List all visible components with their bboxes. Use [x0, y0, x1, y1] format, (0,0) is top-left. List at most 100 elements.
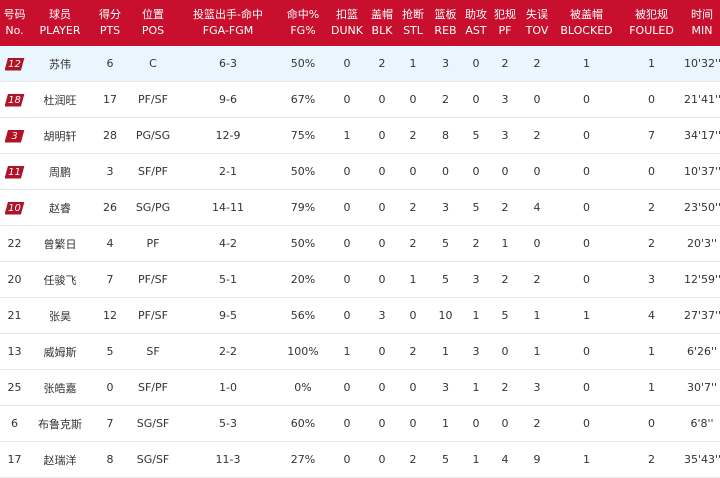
stat-cell-fg-pct: 50% — [279, 225, 327, 262]
stat-cell-blk: 0 — [367, 81, 397, 118]
stat-cell-fg-pct: 79% — [279, 189, 327, 226]
stat-cell-pts: 0 — [91, 369, 129, 406]
stat-cell-stl: 0 — [397, 369, 429, 406]
player-name-cell[interactable]: 威姆斯 — [29, 333, 91, 370]
stat-cell-dunk: 0 — [327, 297, 367, 334]
column-header-player[interactable]: 球员 PLAYER — [29, 0, 91, 46]
stat-cell-pts: 7 — [91, 405, 129, 442]
stat-cell-dunk: 0 — [327, 189, 367, 226]
stat-cell-ast: 0 — [462, 81, 490, 118]
player-name-cell[interactable]: 任骏飞 — [29, 261, 91, 298]
column-header-pos[interactable]: 位置 POS — [129, 0, 177, 46]
column-header-tov[interactable]: 失误 TOV — [520, 0, 554, 46]
stat-cell-tov: 0 — [520, 81, 554, 118]
stat-cell-pos: PF — [129, 225, 177, 262]
stat-cell-pos: PF/SF — [129, 81, 177, 118]
player-name-cell[interactable]: 曾繁日 — [29, 225, 91, 262]
column-header-cn-label: 盖帽 — [371, 8, 393, 21]
column-header-blk[interactable]: 盖帽 BLK — [367, 0, 397, 46]
stat-cell-tov: 0 — [520, 153, 554, 190]
stat-cell-pts: 7 — [91, 261, 129, 298]
column-header-blocked[interactable]: 被盖帽 BLOCKED — [554, 0, 619, 46]
column-header-en-label: AST — [465, 24, 487, 37]
stat-cell-pf: 1 — [490, 225, 520, 262]
column-header-en-label: PTS — [99, 24, 121, 37]
column-header-en-label: DUNK — [331, 24, 363, 37]
column-header-fg-pct[interactable]: 命中% FG% — [279, 0, 327, 46]
table-header-row: 号码 No. 球员 PLAYER 得分 PTS 位置 POS 投篮出手-命中 FGA-FGM 命中%… — [0, 0, 720, 46]
stat-cell-pts: 6 — [91, 46, 129, 82]
stat-cell-reb: 0 — [429, 153, 462, 190]
column-header-fga-fgm[interactable]: 投篮出手-命中 FGA-FGM — [177, 0, 279, 46]
column-header-cn-label: 助攻 — [465, 8, 487, 21]
stat-cell-ast: 0 — [462, 46, 490, 82]
table-row[interactable]: 25 张皓嘉 0 SF/PF 1-0 0% 0 0 0 3 1 2 3 0 1 30'7'' — [0, 369, 720, 406]
stat-cell-pf: 5 — [490, 297, 520, 334]
stat-cell-fouled: 4 — [619, 297, 684, 334]
column-header-en-label: REB — [434, 24, 457, 37]
stat-cell-pts: 26 — [91, 189, 129, 226]
table-row[interactable]: 17 赵瑞洋 8 SG/SF 11-3 27% 0 0 2 5 1 4 9 1 2 35'43'' — [0, 441, 720, 478]
stat-cell-fg-pct: 20% — [279, 261, 327, 298]
stat-cell-fga-fgm: 9-6 — [177, 81, 279, 118]
stat-cell-tov: 1 — [520, 333, 554, 370]
player-name-cell[interactable]: 张皓嘉 — [29, 369, 91, 406]
table-row[interactable]: 3 胡明轩 28 PG/SG 12-9 75% 1 0 2 8 5 3 2 0 7 34'17'' — [0, 117, 720, 154]
stat-cell-fg-pct: 100% — [279, 333, 327, 370]
table-row[interactable]: 20 任骏飞 7 PF/SF 5-1 20% 0 0 1 5 3 2 2 0 3 12'59'' — [0, 261, 720, 298]
column-header-pf[interactable]: 犯规 PF — [490, 0, 520, 46]
player-name-cell[interactable]: 杜润旺 — [29, 81, 91, 118]
stat-cell-dunk: 0 — [327, 225, 367, 262]
column-header-no[interactable]: 号码 No. — [0, 0, 29, 46]
column-header-cn-label: 篮板 — [434, 8, 457, 21]
starter-number-badge: 18 — [4, 93, 25, 107]
table-row[interactable]: 21 张昊 12 PF/SF 9-5 56% 0 3 0 10 1 5 1 1 4 27'37'' — [0, 297, 720, 334]
stat-cell-fga-fgm: 11-3 — [177, 441, 279, 478]
stat-cell-stl: 2 — [397, 441, 429, 478]
stat-cell-fouled: 0 — [619, 405, 684, 442]
column-header-cn-label: 被犯规 — [635, 8, 668, 21]
player-name-cell[interactable]: 苏伟 — [29, 46, 91, 82]
table-row[interactable]: 13 威姆斯 5 SF 2-2 100% 1 0 2 1 3 0 1 0 1 6'26'' — [0, 333, 720, 370]
column-header-dunk[interactable]: 扣篮 DUNK — [327, 0, 367, 46]
table-body: 12 苏伟 6 C 6-3 50% 0 2 1 3 0 2 2 1 1 10'32'' 18 杜润旺 17 PF/SF… — [0, 46, 720, 478]
stat-cell-fouled: 1 — [619, 46, 684, 82]
player-name-cell[interactable]: 张昊 — [29, 297, 91, 334]
player-name-cell[interactable]: 胡明轩 — [29, 117, 91, 154]
stat-cell-pos: C — [129, 46, 177, 82]
stat-cell-pf: 2 — [490, 189, 520, 226]
column-header-pts[interactable]: 得分 PTS — [91, 0, 129, 46]
stat-cell-tov: 1 — [520, 297, 554, 334]
column-header-cn-label: 球员 — [49, 8, 71, 21]
table-row[interactable]: 18 杜润旺 17 PF/SF 9-6 67% 0 0 0 2 0 3 0 0 0 21'41'' — [0, 81, 720, 118]
stat-cell-min: 34'17'' — [684, 117, 720, 154]
stat-cell-blk: 2 — [367, 46, 397, 82]
column-header-reb[interactable]: 篮板 REB — [429, 0, 462, 46]
table-row[interactable]: 22 曾繁日 4 PF 4-2 50% 0 0 2 5 2 1 0 0 2 20'3'' — [0, 225, 720, 262]
player-name-cell[interactable]: 赵睿 — [29, 189, 91, 226]
table-row[interactable]: 12 苏伟 6 C 6-3 50% 0 2 1 3 0 2 2 1 1 10'32'' — [0, 46, 720, 82]
column-header-min[interactable]: 时间 MIN — [684, 0, 720, 46]
column-header-ast[interactable]: 助攻 AST — [462, 0, 490, 46]
table-row[interactable]: 11 周鹏 3 SF/PF 2-1 50% 0 0 0 0 0 0 0 0 0 10'37'' — [0, 153, 720, 190]
player-name-cell[interactable]: 周鹏 — [29, 153, 91, 190]
player-name-cell[interactable]: 赵瑞洋 — [29, 441, 91, 478]
table-row[interactable]: 6 布鲁克斯 7 SG/SF 5-3 60% 0 0 0 1 0 0 2 0 0 6'8'' — [0, 405, 720, 442]
stat-cell-reb: 1 — [429, 405, 462, 442]
stat-cell-min: 6'26'' — [684, 333, 720, 370]
stat-cell-blocked: 1 — [554, 441, 619, 478]
stat-cell-ast: 1 — [462, 369, 490, 406]
stat-cell-fg-pct: 60% — [279, 405, 327, 442]
jersey-number-cell: 20 — [0, 261, 29, 298]
player-name-cell[interactable]: 布鲁克斯 — [29, 405, 91, 442]
stat-cell-blocked: 0 — [554, 225, 619, 262]
stat-cell-ast: 2 — [462, 225, 490, 262]
stat-cell-blocked: 1 — [554, 297, 619, 334]
stat-cell-stl: 0 — [397, 153, 429, 190]
table-row[interactable]: 10 赵睿 26 SG/PG 14-11 79% 0 0 2 3 5 2 4 0 2 23'50'' — [0, 189, 720, 226]
column-header-fouled[interactable]: 被犯规 FOULED — [619, 0, 684, 46]
stat-cell-min: 10'32'' — [684, 46, 720, 82]
stat-cell-tov: 2 — [520, 405, 554, 442]
jersey-number-cell: 11 — [0, 153, 29, 190]
column-header-stl[interactable]: 抢断 STL — [397, 0, 429, 46]
